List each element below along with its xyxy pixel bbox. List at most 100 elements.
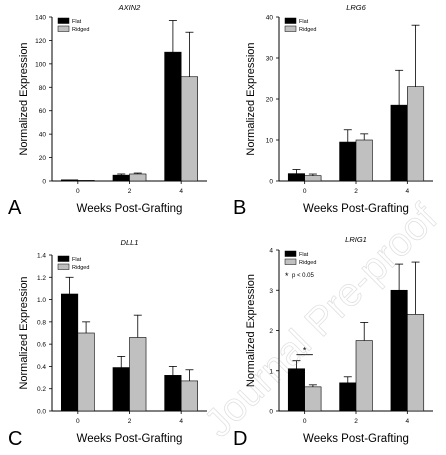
x-tick-label: 4	[406, 188, 410, 195]
y-tick-label: 0.8	[37, 319, 46, 326]
x-tick-label: 2	[354, 188, 358, 195]
x-tick-label: 4	[179, 188, 183, 195]
panel-letter: A	[8, 197, 22, 219]
panel-letter: D	[233, 428, 247, 450]
bar-flat-0	[60, 293, 79, 412]
y-tick-label: 3	[269, 288, 273, 295]
y-tick-label: 40	[266, 15, 274, 22]
y-axis-label: Normalized Expression	[245, 42, 257, 155]
y-tick-label: 10	[266, 138, 274, 145]
bar-ridged-4	[407, 314, 425, 412]
y-tick-label: 1.0	[37, 297, 46, 304]
y-tick-label: 40	[39, 132, 47, 139]
bar-ridged-0	[304, 175, 322, 182]
y-tick-label: 1.2	[37, 275, 46, 282]
y-tick-label: 120	[35, 38, 46, 45]
bar-flat-4	[390, 104, 408, 182]
legend-swatch-ridged	[57, 263, 70, 270]
legend-label-ridged: Ridged	[299, 27, 316, 33]
x-tick-label: 2	[128, 188, 132, 195]
bar-ridged-2	[355, 139, 373, 182]
y-axis-label: Normalized Expression	[245, 274, 257, 387]
y-axis-label: Normalized Expression	[18, 276, 30, 389]
y-axis-label: Normalized Expression	[18, 42, 30, 155]
bar-ridged-4	[180, 380, 199, 412]
y-tick-label: 20	[39, 155, 47, 162]
chart-panel-c: 0.0 0.2 0.4 0.6 0.8 1.0 1.2 1.4 0 2 4 Flat Ridged DLL…	[8, 238, 207, 450]
y-tick-label: 0.2	[37, 386, 46, 393]
legend-swatch-ridged	[57, 25, 70, 32]
chart-panel-d: 0 1 2 3 4 0 2 4 Flat Ridged LRIG1 Weeks Post-Grafti…	[233, 235, 433, 450]
legend-label-ridged: Ridged	[72, 27, 89, 33]
y-tick-label: 0.0	[37, 409, 46, 416]
y-tick-label: 100	[35, 61, 46, 68]
y-tick-label: 0.6	[37, 342, 46, 349]
legend-label-flat: Flat	[299, 19, 309, 25]
bar-ridged-2	[129, 337, 147, 412]
bar-flat-2	[112, 367, 130, 412]
bar-ridged-4	[180, 76, 199, 182]
y-tick-label: 4	[269, 248, 273, 255]
x-tick-label: 0	[76, 188, 80, 195]
y-tick-label: 0.4	[37, 364, 46, 371]
bar-flat-0	[287, 173, 305, 182]
bar-ridged-2	[355, 340, 373, 412]
y-tick-label: 0	[269, 409, 273, 416]
y-tick-label: 20	[266, 97, 274, 104]
bar-ridged-2	[129, 173, 147, 182]
bar-flat-2	[339, 141, 357, 182]
x-tick-label: 0	[303, 418, 307, 425]
chart-panel-b: 0 10 20 30 40 0 2 4 Flat Ridged LRG6 Weeks Post-Gra…	[233, 3, 433, 219]
bar-ridged-0	[77, 332, 95, 412]
bar-flat-0	[60, 179, 79, 182]
x-tick-label: 4	[179, 418, 183, 425]
chart-title: DLL1	[121, 238, 139, 247]
bar-flat-2	[112, 174, 130, 182]
y-tick-label: 60	[39, 108, 47, 115]
y-tick-label: 30	[266, 56, 274, 63]
y-tick-label: 1	[269, 368, 273, 375]
x-tick-label: 0	[76, 418, 80, 425]
x-axis-label: Weeks Post-Grafting	[303, 203, 409, 215]
legend-swatch-ridged	[284, 258, 297, 265]
bar-flat-4	[164, 51, 182, 182]
bar-ridged-4	[407, 86, 425, 182]
legend-label-flat: Flat	[299, 252, 309, 258]
legend-swatch-flat	[57, 17, 70, 24]
x-tick-label: 0	[303, 188, 307, 195]
x-axis-label: Weeks Post-Grafting	[77, 203, 183, 215]
chart-title: LRG6	[346, 3, 366, 12]
legend-label-ridged: Ridged	[299, 260, 316, 266]
bar-ridged-0	[77, 180, 95, 182]
y-tick-label: 80	[39, 85, 47, 92]
y-tick-label: 1.4	[37, 253, 46, 260]
annotation-symbol: *	[285, 271, 289, 281]
y-tick-label: 0	[42, 179, 46, 186]
y-tick-label: 140	[35, 15, 46, 22]
annotation-text: p < 0.05	[292, 273, 315, 279]
panel-letter: B	[233, 197, 246, 219]
legend-swatch-flat	[57, 255, 70, 262]
significance-star: *	[303, 346, 307, 356]
y-tick-label: 2	[269, 328, 273, 335]
x-axis-label: Weeks Post-Grafting	[303, 433, 409, 445]
legend-label-flat: Flat	[72, 257, 82, 263]
legend-swatch-flat	[284, 17, 297, 24]
x-tick-label: 4	[406, 418, 410, 425]
chart-title: LRIG1	[345, 235, 367, 244]
bar-flat-4	[164, 375, 182, 412]
legend-label-flat: Flat	[72, 19, 82, 25]
legend-label-ridged: Ridged	[72, 265, 89, 271]
bar-flat-4	[390, 289, 408, 412]
x-tick-label: 2	[128, 418, 132, 425]
y-tick-label: 0	[269, 179, 273, 186]
legend-swatch-flat	[284, 250, 297, 257]
x-axis-label: Weeks Post-Grafting	[77, 433, 183, 445]
x-tick-label: 2	[354, 418, 358, 425]
panel-letter: C	[8, 428, 22, 450]
chart-panel-a: 0 20 40 60 80 100 120 140 0 2 4 Flat Ridged AXIN2 Week…	[8, 3, 207, 219]
bar-ridged-0	[304, 386, 322, 412]
bar-flat-2	[339, 382, 357, 412]
chart-title: AXIN2	[118, 3, 142, 12]
